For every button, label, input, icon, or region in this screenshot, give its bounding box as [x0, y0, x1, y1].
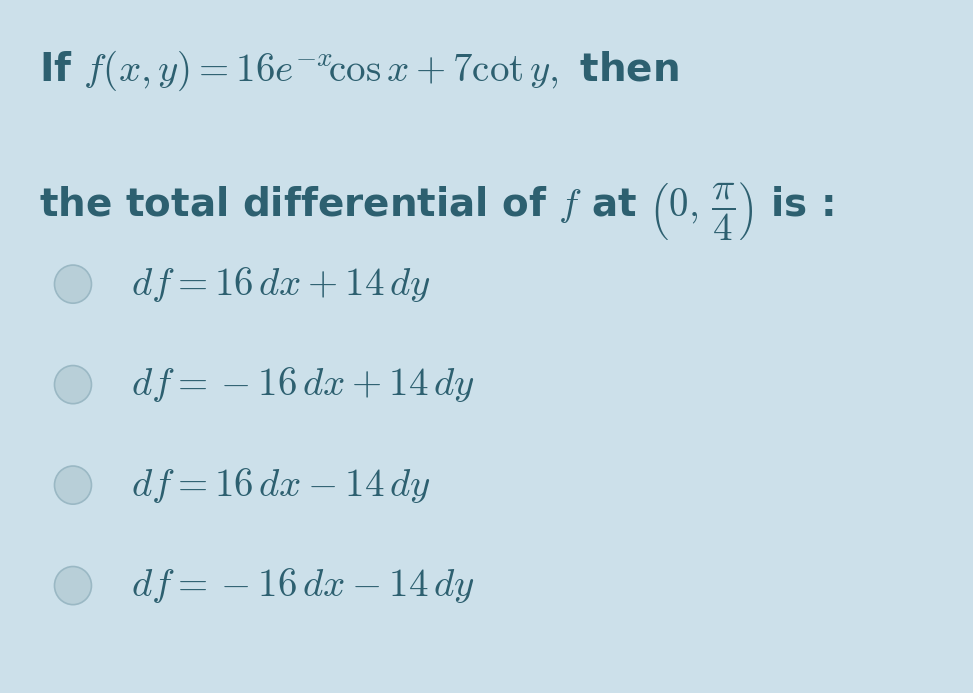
Ellipse shape	[54, 265, 91, 304]
Text: $df = 16\,dx + 14\,dy$: $df = 16\,dx + 14\,dy$	[131, 265, 431, 304]
Ellipse shape	[54, 567, 91, 604]
Ellipse shape	[54, 466, 91, 505]
Text: $df = -16\,dx - 14\,dy$: $df = -16\,dx - 14\,dy$	[131, 566, 475, 605]
Text: $df = 16\,dx - 14\,dy$: $df = 16\,dx - 14\,dy$	[131, 466, 431, 505]
Ellipse shape	[54, 366, 91, 403]
Text: If $f(x, y) = 16e^{-x}\!\cos x + 7\cot y,$ then: If $f(x, y) = 16e^{-x}\!\cos x + 7\cot y…	[39, 49, 679, 93]
Text: $df = -16\,dx + 14\,dy$: $df = -16\,dx + 14\,dy$	[131, 365, 475, 404]
Text: the total differential of $f$ at $\left(0,\, \dfrac{\pi}{4}\right)$ is :: the total differential of $f$ at $\left(…	[39, 180, 834, 242]
